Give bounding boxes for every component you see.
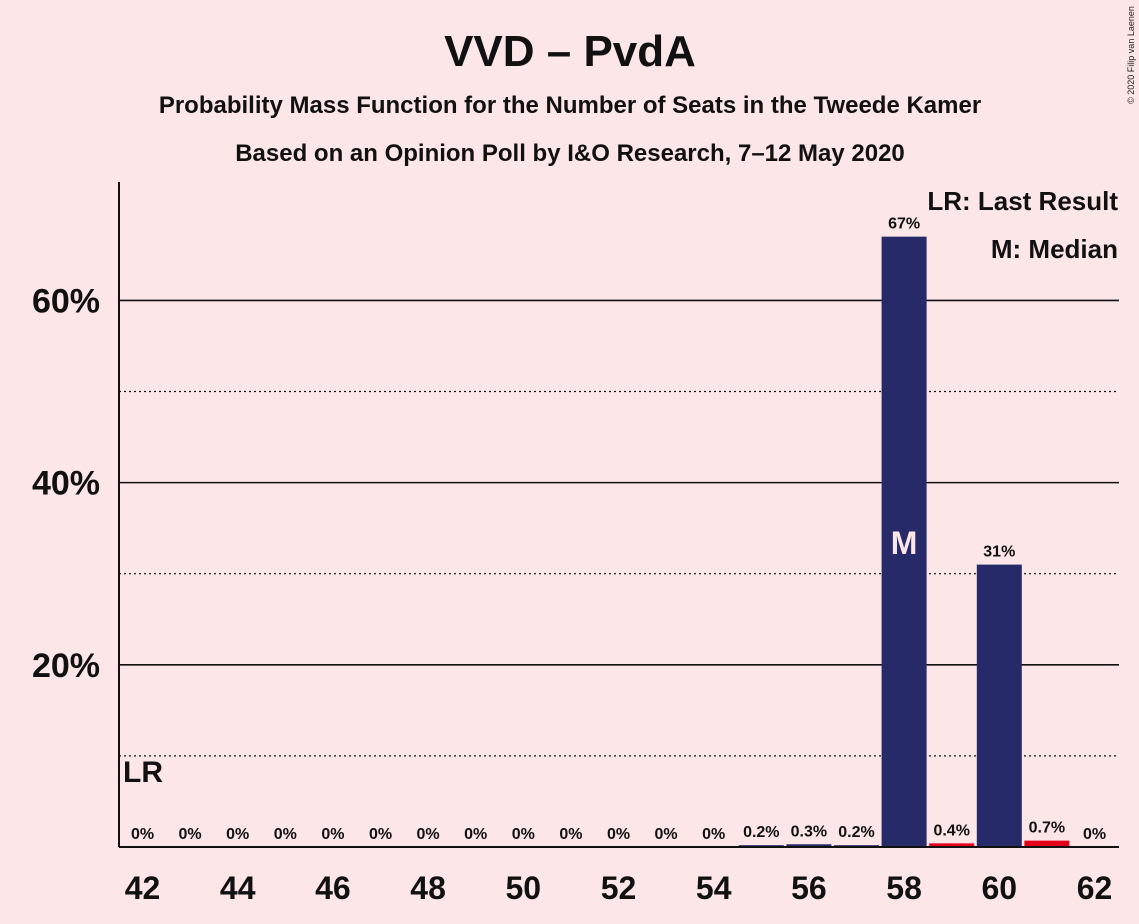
copyright-notice: © 2020 Filip van Laenen xyxy=(1126,6,1136,104)
chart-title: VVD – PvdA xyxy=(444,27,696,76)
x-tick-label: 54 xyxy=(696,870,732,906)
data-label: 0% xyxy=(131,826,154,843)
bar xyxy=(786,844,832,847)
x-tick-label: 52 xyxy=(601,870,637,906)
gridlines xyxy=(119,299,1119,757)
data-label: 0% xyxy=(702,826,725,843)
x-tick-label: 60 xyxy=(982,870,1018,906)
legend-entry: M: Median xyxy=(991,234,1118,264)
x-tick-label: 48 xyxy=(410,870,446,906)
data-label: 0% xyxy=(369,826,392,843)
bar xyxy=(1024,840,1070,847)
axes: 20% 40% 60% 42 44 46 48 50 52 54 56 58 60 62 xyxy=(32,182,1119,906)
chart-subtitle-1: Probability Mass Function for the Number… xyxy=(159,92,981,119)
data-label: 67% xyxy=(888,216,920,233)
data-label: 0.7% xyxy=(1029,820,1065,837)
bar xyxy=(929,843,975,847)
y-tick-label: 40% xyxy=(32,465,100,503)
legend: LR: Last Result M: Median xyxy=(927,186,1118,264)
data-label: 0% xyxy=(321,826,344,843)
data-label: 0% xyxy=(655,826,678,843)
x-tick-label: 62 xyxy=(1077,870,1113,906)
data-label: 0% xyxy=(226,826,249,843)
x-tick-label: 56 xyxy=(791,870,827,906)
x-tick-label: 46 xyxy=(315,870,351,906)
bar xyxy=(976,564,1022,847)
bar xyxy=(881,236,927,847)
last-result-marker: LR xyxy=(123,756,163,789)
chart-subtitle-2: Based on an Opinion Poll by I&O Research… xyxy=(235,140,905,167)
legend-entry: LR: Last Result xyxy=(927,186,1118,216)
data-label: 0% xyxy=(274,826,297,843)
data-label: 0% xyxy=(559,826,582,843)
x-tick-label: 42 xyxy=(125,870,161,906)
y-tick-label: 20% xyxy=(32,647,100,685)
data-label: 0% xyxy=(464,826,487,843)
data-label: 31% xyxy=(983,544,1015,561)
data-label: 0.2% xyxy=(743,824,779,841)
y-tick-label: 60% xyxy=(32,282,100,320)
data-label: 0.2% xyxy=(838,824,874,841)
x-tick-label: 44 xyxy=(220,870,256,906)
data-label: 0% xyxy=(179,826,202,843)
data-label: 0% xyxy=(417,826,440,843)
median-marker: M xyxy=(891,525,918,561)
data-labels: 0% 0% 0% 0% 0% 0% 0% 0% 0% 0% 0% 0% 0% 0.2% 0.3% 0.2% 67… xyxy=(123,216,1106,843)
data-label: 0% xyxy=(607,826,630,843)
data-label: 0.3% xyxy=(791,823,827,840)
data-label: 0% xyxy=(1083,826,1106,843)
data-label: 0% xyxy=(512,826,535,843)
x-tick-label: 58 xyxy=(886,870,922,906)
data-label: 0.4% xyxy=(933,822,969,839)
x-tick-label: 50 xyxy=(506,870,542,906)
